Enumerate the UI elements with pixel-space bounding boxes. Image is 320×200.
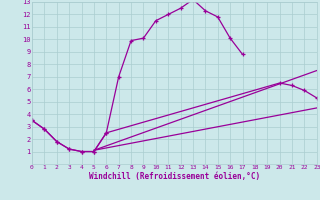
X-axis label: Windchill (Refroidissement éolien,°C): Windchill (Refroidissement éolien,°C) bbox=[89, 172, 260, 181]
